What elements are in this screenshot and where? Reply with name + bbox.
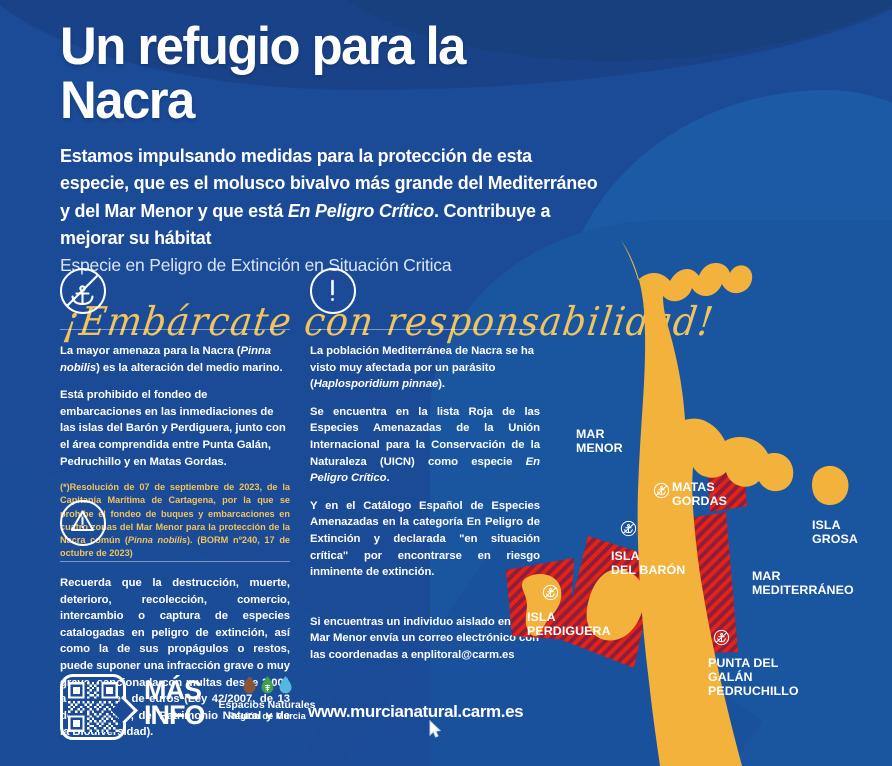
left-p1-pre: La mayor amenaza para la Nacra ( [60, 345, 241, 357]
no-anchor-icon [60, 268, 106, 314]
no-anchor-marker-isla-perdiguera [542, 584, 559, 601]
map-label-mar-mediterraneo: MAR MEDITERRÁNEO [752, 569, 854, 597]
divider-right-1 [310, 329, 540, 330]
map-label-isla-del-baron: ISLA DEL BARÓN [611, 549, 686, 577]
map-svg [506, 240, 849, 766]
no-anchor-marker-punta-del-galan [713, 629, 730, 646]
info-column-left: La mayor amenaza para la Nacra (Pinna no… [60, 268, 291, 738]
right-paragraph-3: Y en el Catálogo Español de Especies Ame… [310, 499, 540, 579]
right-paragraph-1: La población Mediterránea de Nacra se ha… [310, 343, 540, 393]
header-subtitle-pre: Estamos impulsando medidas para la prote… [60, 145, 598, 221]
header-subtitle-post: . Contribuye a mejorar su hábitat [60, 199, 551, 249]
header-subtitle-emphasis: En Peligro Crítico [287, 199, 435, 221]
mas-info-line1: MÁS [144, 675, 202, 705]
left-paragraph-1: La mayor amenaza para la Nacra (Pinna no… [60, 343, 290, 376]
map-region: MAR MENOR MATAS GORDAS ISLA DEL BARÓN [500, 240, 892, 766]
warning-triangle-icon [60, 500, 106, 546]
land-la-manga [621, 240, 794, 766]
website-url[interactable]: www.murcianatural.carm.es [308, 702, 524, 721]
no-anchor-marker-matas-gordas [653, 482, 670, 499]
right-p2-pre: Se encuentra en la lista Roja de las Esp… [310, 405, 540, 468]
logo-line-2: Región de Murcia [228, 711, 306, 722]
map-label-isla-grosa: ISLA GROSA [812, 518, 858, 546]
right-contact-text: Si encuentras un individuo aislado en el… [310, 615, 539, 661]
right-p2-status: En Peligro Crítico [310, 455, 540, 485]
mas-info-line2: INFO [144, 700, 205, 731]
no-anchor-marker-isla-del-baron [620, 520, 637, 537]
droplet-green-tree-icon [261, 676, 273, 694]
left-note-post: ). (BORM nº240, 17 de octubre de 2023) [60, 535, 291, 559]
divider-left-2 [60, 561, 290, 562]
qr-code-frame[interactable] [60, 674, 138, 740]
logo-line-1: Espacios Naturales [218, 699, 316, 711]
qr-code-image[interactable] [68, 682, 118, 732]
divider-left-1 [60, 329, 290, 330]
header-subtitle: Estamos impulsando medidas para la prote… [60, 142, 603, 252]
contact-email[interactable]: enplitoral@carm.es [410, 648, 515, 661]
island-isla-grosa [812, 465, 849, 505]
left-note-species: Pinna nobilis [127, 535, 187, 546]
mouse-cursor-icon [429, 720, 442, 738]
footer: MÁS INFO [60, 672, 580, 742]
map-label-matas-gordas: MATAS GORDAS [672, 480, 727, 508]
page-title: Un refugio para la Nacra [60, 17, 466, 131]
right-p2-post: . [386, 472, 390, 485]
droplet-blue-icon [279, 676, 291, 694]
info-column-right: La población Mediterránea de Nacra se ha… [310, 268, 540, 675]
left-p1-species: Pinna nobilis [60, 345, 272, 374]
qr-code-block[interactable] [60, 674, 138, 740]
right-p1-post: ). [438, 378, 446, 391]
right-paragraph-2: Se encuentra en la lista Roja de las Esp… [310, 404, 540, 487]
header-subtitle-secondary: Especie en Peligro de Extinción en Situa… [60, 254, 452, 275]
droplet-brown-icon [243, 676, 255, 694]
left-paragraph-2: Está prohibido el fondeo de embarcacione… [60, 389, 286, 468]
left-p1-post: ) es la alteración del medio marino. [96, 361, 283, 374]
map-label-isla-perdiguera: ISLA PERDIGUERA [527, 610, 611, 638]
map-label-punta-del-galan: PUNTA DEL GALÁN PEDRUCHILLO [708, 656, 799, 698]
map-label-mar-menor: MAR MENOR [576, 427, 623, 455]
island-isla-del-baron [586, 569, 645, 641]
exclamation-icon [310, 268, 356, 314]
espacios-naturales-logo: Espacios Naturales Región de Murcia [212, 676, 322, 722]
right-contact-paragraph: Si encuentras un individuo aislado en el… [310, 614, 540, 664]
right-p1-parasite: Haplosporidium pinnae [313, 378, 439, 391]
header: Un refugio para la Nacra Estamos impulsa… [0, 0, 717, 344]
mas-info-label: MÁS INFO [144, 675, 205, 731]
logo-droplets [212, 676, 322, 694]
right-p1-pre: La población Mediterránea de Nacra se ha… [310, 345, 535, 391]
